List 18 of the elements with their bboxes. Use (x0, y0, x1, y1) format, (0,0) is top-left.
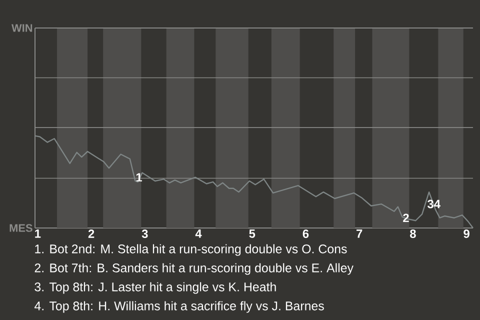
x-tick-label: 5 (249, 230, 256, 238)
text: 3. Top 8th: J. Laster hit a single vs K. Heath (34, 282, 276, 294)
annotation: 1 (136, 173, 142, 182)
x-tick-label: 4 (195, 230, 202, 238)
x-tick-label: 9 (464, 230, 470, 238)
text: 1. Bot 2nd: M. Stella hit a run-scoring double vs O. Cons (35, 244, 347, 256)
x-tick-label: 1 (35, 230, 41, 238)
annotation: 34 (428, 200, 440, 208)
text: 2. Bot 7th: B. Sanders hit a run-scoring double vs E. Alley (34, 263, 354, 275)
x-tick-label: 8 (410, 230, 416, 238)
text: MES (10, 224, 32, 232)
text: 4. Top 8th: H. Williams hit a sacrifice fly vs J. Barnes (34, 301, 324, 313)
x-tick-label: 6 (302, 230, 309, 238)
x-tick-label: 2 (88, 230, 94, 238)
x-tick-label: 3 (142, 230, 148, 238)
annotation: 2 (403, 214, 409, 222)
text: WIN (12, 24, 32, 32)
x-tick-label: 7 (356, 230, 362, 238)
